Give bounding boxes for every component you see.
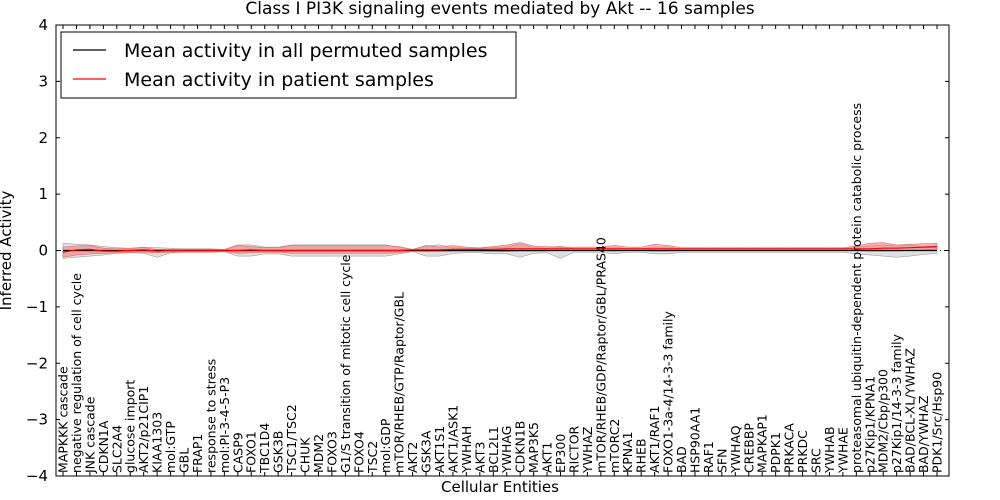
legend-label-patient: Mean activity in patient samples: [124, 69, 434, 91]
x-tick-label: AKT1: [540, 442, 555, 473]
x-tick-label: PRKDC: [795, 430, 810, 473]
x-tick-label: BCL2L1: [486, 426, 501, 473]
x-tick-label: MDM2/Cbp/p300: [876, 369, 891, 473]
x-tick-label: BAD/BCL-XL/YWHAZ: [903, 348, 918, 473]
y-tick-label: 1: [38, 185, 48, 203]
x-tick-label: BAD: [674, 446, 689, 473]
y-tick-label: 0: [38, 242, 48, 260]
x-tick-label: CREBBP: [741, 423, 756, 473]
x-tick-label: AKT3: [472, 442, 487, 473]
legend: Mean activity in all permuted samples Me…: [60, 31, 517, 99]
x-tick-label: GSK3A: [419, 430, 434, 473]
x-tick-label: mTORC2: [607, 419, 622, 473]
x-tick-label: mol:PI-3-4-5-P3: [217, 377, 232, 473]
x-tick-label: MDM2: [311, 434, 326, 473]
x-tick-label: mTOR/RHEB/GTP/Raptor/GBL: [392, 292, 407, 473]
x-tick-label: FRAP1: [190, 434, 205, 473]
x-tick-label: CHUK: [298, 437, 313, 473]
x-tick-label: PRKACA: [782, 423, 797, 473]
y-tick-label: −4: [26, 467, 48, 485]
x-tick-label: mol:GDP: [378, 418, 393, 473]
legend-label-permuted: Mean activity in all permuted samples: [124, 40, 487, 62]
line-mean-activity-in-patient-samples: [62, 246, 938, 253]
y-tick-label: 3: [38, 72, 48, 90]
x-tick-label: CASP9: [230, 432, 245, 473]
x-tick-label: mTOR/RHEB/GDP/Raptor/GBL/PRAS40: [593, 237, 608, 473]
legend-box: [60, 31, 517, 99]
x-tick-label: YWHAB: [822, 426, 837, 474]
x-tick-label: G1/S transition of mitotic cell cycle: [338, 254, 353, 473]
x-tick-label: AKT1/RAF1: [647, 406, 662, 473]
y-tick-label: 2: [38, 129, 48, 147]
x-tick-label: TSC1/TSC2: [284, 404, 299, 474]
x-tick-label: MAP3K5: [526, 422, 541, 473]
x-tick-label: FOXO3: [324, 431, 339, 473]
x-tick-label: GBL: [177, 448, 192, 473]
x-tick-label: EP300: [553, 434, 568, 473]
x-tick-label: MAPKKK cascade: [56, 366, 71, 473]
y-tick-label: −2: [26, 354, 48, 372]
x-tick-label: HSP90AA1: [688, 407, 703, 473]
x-tick-label: SRC: [809, 448, 824, 473]
x-tick-label: RICTOR: [567, 425, 582, 473]
x-tick-label: TSC2: [365, 441, 380, 474]
y-axis: −4 −3 −2 −1 0 1 2 3 4: [26, 16, 949, 485]
x-tick-label: BAD/YWHAZ: [916, 396, 931, 473]
x-tick-label: mol:GTP: [163, 421, 178, 473]
x-tick-label: negative regulation of cell cycle: [69, 273, 84, 473]
x-tick-label: AKT1S1: [432, 426, 447, 473]
x-tick-label: GSK3B: [271, 431, 286, 473]
x-tick-label: YWHAZ: [580, 426, 595, 474]
y-tick-label: −1: [26, 298, 48, 316]
chart-title: Class I PI3K signaling events mediated b…: [245, 0, 754, 19]
x-tick-label: FOXO4: [351, 431, 366, 473]
y-axis-label: Inferred Activity: [0, 190, 15, 310]
x-tick-label: proteasomal ubiquitin-dependent protein …: [849, 103, 864, 473]
x-tick-label: KIAA1303: [150, 412, 165, 473]
x-tick-label: YWHAH: [459, 426, 474, 474]
x-axis-label: Cellular Entities: [441, 478, 559, 496]
x-tick-label: FOXO1: [244, 431, 259, 473]
x-tick-label: CDKN1B: [513, 421, 528, 473]
x-tick-label: YWHAG: [499, 426, 514, 474]
plot-frame: [55, 24, 950, 477]
x-tick-label: p27Kip1/KPNA1: [862, 376, 877, 473]
x-tick-label: PDPK1: [768, 432, 783, 473]
x-tick-label: MAPKAP1: [755, 414, 770, 473]
x-tick-label: KPNA1: [620, 431, 635, 473]
x-tick-label: response to stress: [203, 359, 218, 473]
x-tick-label: AKT1/ASK1: [445, 405, 460, 473]
x-tick-label: glucose import: [123, 380, 138, 473]
x-tick-label: JNK cascade: [82, 396, 97, 474]
x-tick-label: FOXO1-3a-4/14-3-3 family: [661, 310, 676, 473]
x-tick-label: AKT2: [405, 442, 420, 473]
x-tick-label: YWHAQ: [728, 425, 743, 474]
x-tick-label: AKT2/p21CIP1: [136, 386, 151, 473]
x-tick-label: SFN: [714, 449, 729, 473]
series-lines: [62, 246, 938, 253]
x-tick-label: SLC2A4: [109, 425, 124, 473]
x-tick-label: TBC1D4: [257, 423, 272, 474]
x-tick-label: CDKN1A: [96, 420, 111, 473]
x-tick-label: p27Kip1/14-3-3 family: [889, 333, 904, 473]
x-tick-label: RAF1: [701, 441, 716, 473]
x-tick-label: PDK1/Src/Hsp90: [930, 372, 945, 473]
y-tick-label: −3: [26, 411, 48, 429]
x-tick-label: YWHAE: [835, 427, 850, 474]
x-tick-label: RHEB: [634, 438, 649, 473]
y-tick-label: 4: [38, 16, 48, 34]
